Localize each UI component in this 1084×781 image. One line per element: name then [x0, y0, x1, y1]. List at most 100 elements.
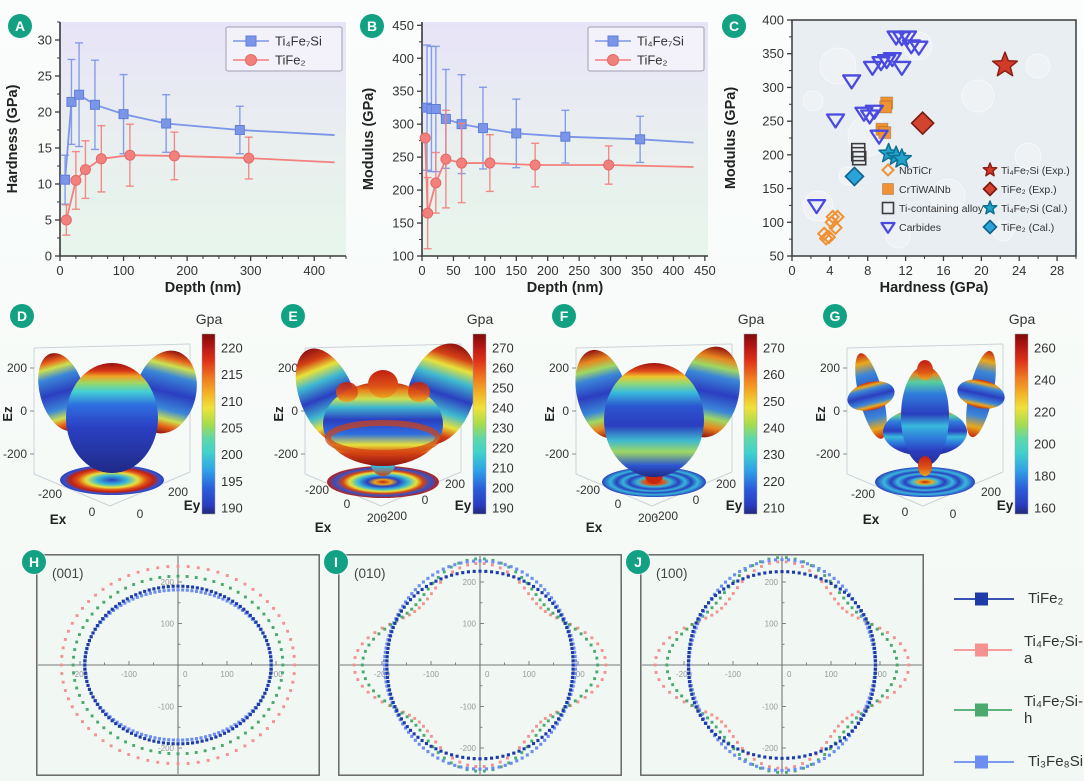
svg-text:150: 150: [505, 263, 527, 278]
svg-text:200: 200: [161, 578, 175, 587]
svg-text:-200: -200: [654, 509, 678, 523]
svg-text:200: 200: [716, 477, 736, 491]
svg-text:210: 210: [763, 501, 785, 516]
svg-text:0: 0: [787, 670, 792, 679]
chart-C-modulus-vs-hardness: 0 4 8 12 16 20 24 28 50 100 150 200 250 300 350 400 Hard…: [723, 13, 1077, 296]
svg-text:250: 250: [392, 150, 414, 165]
row-planar-cuts: H -200 -200 -100 -100 100 100 200 200 0 (001) I -…: [0, 550, 1084, 781]
svg-text:-200: -200: [762, 744, 779, 753]
svg-text:-100: -100: [158, 703, 175, 712]
svg-text:450: 450: [694, 263, 716, 278]
svg-text:NbTiCr: NbTiCr: [899, 165, 932, 177]
panel-F: F 200 0 -200 Ez -200 0 200 -200 0 200 Ex Ey Gpa 270 26…: [542, 298, 813, 546]
legend-item-ti-fe-si: Ti₃Fe₈Si: [952, 753, 1084, 770]
panel-C: C 0 4 8 12 16 20 24 28 50 100 150 200 250 300 350 400 Ha…: [718, 6, 1084, 298]
svg-text:-200: -200: [460, 744, 477, 753]
svg-text:100: 100: [824, 670, 838, 679]
svg-text:190: 190: [221, 501, 243, 516]
legend-item-ti-fe-si-a: Ti₄Fe₇Si-a: [952, 633, 1084, 667]
svg-text:16: 16: [936, 263, 950, 278]
panel-H-badge: H: [22, 550, 46, 574]
svg-text:100: 100: [522, 670, 536, 679]
svg-text:200: 200: [1034, 437, 1056, 452]
svg-text:0: 0: [788, 263, 795, 278]
svg-text:Ez: Ez: [813, 406, 828, 422]
svg-text:Depth (nm): Depth (nm): [165, 280, 242, 296]
legend-label: Ti₄Fe₇Si-a: [1023, 633, 1083, 667]
svg-text:200: 200: [367, 511, 387, 525]
svg-text:200: 200: [981, 485, 1001, 499]
svg-text:TiFe₂: TiFe₂: [637, 53, 668, 68]
svg-text:0: 0: [137, 507, 144, 521]
svg-text:Gpa: Gpa: [467, 311, 494, 327]
svg-text:240: 240: [1034, 373, 1056, 388]
chart-D-elastic-surface: 200 0 -200 Ez -200 0 0 200 Ex Ey Gpa 220 215 210 205 20…: [0, 311, 243, 527]
svg-text:200: 200: [492, 481, 514, 496]
svg-text:Ti₄Fe₇Si: Ti₄Fe₇Si: [275, 34, 322, 49]
svg-text:(001): (001): [52, 566, 84, 581]
svg-text:400: 400: [303, 263, 325, 278]
svg-text:-100: -100: [725, 670, 742, 679]
svg-text:-200: -200: [545, 447, 569, 461]
svg-text:-200: -200: [576, 483, 600, 497]
panel-J-badge: J: [626, 550, 650, 574]
svg-text:260: 260: [492, 361, 514, 376]
svg-text:0: 0: [615, 497, 622, 511]
svg-text:0: 0: [418, 263, 425, 278]
svg-text:Ti₄Fe₇Si (Exp.): Ti₄Fe₇Si (Exp.): [1001, 165, 1070, 177]
svg-text:Carbides: Carbides: [899, 222, 941, 234]
svg-text:Hardness (GPa): Hardness (GPa): [5, 84, 21, 193]
svg-text:50: 50: [446, 263, 460, 278]
chart-B-modulus-vs-depth: 0 50 100 150 200 250 300 350 400 450 100 150 200 250 3…: [361, 18, 716, 296]
svg-text:Ti₄Fe₇Si (Cal.): Ti₄Fe₇Si (Cal.): [1001, 203, 1067, 215]
svg-text:-100: -100: [121, 670, 138, 679]
svg-text:150: 150: [392, 216, 414, 231]
svg-text:400: 400: [663, 263, 685, 278]
legend-hij: TiFe₂ Ti₄Fe₇Si-a Ti₄Fe₇Si-h Ti₃Fe₈Si: [952, 590, 1084, 781]
svg-text:-200: -200: [816, 447, 840, 461]
panel-C-badge: C: [722, 14, 746, 38]
chart-F-elastic-surface: 2000-200Ez-2000200-2000200ExEyGpa2702602…: [542, 311, 785, 535]
svg-text:210: 210: [492, 461, 514, 476]
svg-text:0: 0: [485, 670, 490, 679]
svg-text:-200: -200: [72, 670, 89, 679]
svg-text:100: 100: [161, 620, 175, 629]
svg-text:-100: -100: [460, 703, 477, 712]
svg-text:200: 200: [571, 670, 585, 679]
svg-text:Ex: Ex: [50, 512, 67, 527]
panel-G-badge: G: [823, 304, 847, 328]
svg-text:-100: -100: [762, 703, 779, 712]
svg-text:0: 0: [693, 493, 700, 507]
panel-F-badge: F: [552, 304, 576, 328]
svg-text:100: 100: [392, 249, 414, 264]
svg-text:30: 30: [38, 33, 52, 48]
row-3d-surfaces: D 200 0 -200 Ez -200 0 0 200 Ex Ey Gpa 220 215 210 205…: [0, 298, 1084, 546]
chart-A-hardness-vs-depth: 0 100 200 300 400 0 5 10 15 20 25 30 Depth (nm) Hardn…: [5, 21, 347, 296]
svg-text:8: 8: [864, 263, 871, 278]
legend-label: Ti₄Fe₇Si-h: [1023, 693, 1083, 727]
svg-text:240: 240: [763, 421, 785, 436]
panel-D: D 200 0 -200 Ez -200 0 0 200 Ex Ey Gpa 220 215 210 205…: [0, 298, 271, 546]
svg-text:Gpa: Gpa: [1009, 311, 1036, 327]
svg-text:-200: -200: [158, 744, 175, 753]
chart-J-100-plane: -200 -200 -100 -100 100 100 200 200 0 (100): [640, 554, 924, 776]
svg-text:-200: -200: [38, 487, 62, 501]
svg-text:Modulus (GPa): Modulus (GPa): [723, 87, 739, 189]
svg-text:160: 160: [1034, 501, 1056, 516]
svg-text:270: 270: [763, 341, 785, 356]
chart-G-elastic-surface: 200 0 -200 Ez -200 0 0 200 Ex Ey Gpa 260 240 220 200 18…: [813, 311, 1056, 527]
svg-text:200: 200: [537, 263, 559, 278]
svg-text:200: 200: [7, 361, 27, 375]
svg-text:400: 400: [762, 13, 784, 28]
svg-text:205: 205: [221, 421, 243, 436]
svg-text:200: 200: [873, 670, 887, 679]
svg-text:-200: -200: [676, 670, 693, 679]
legend-item-tife-: TiFe₂: [952, 590, 1084, 607]
svg-text:Ez: Ez: [542, 406, 557, 422]
svg-text:Hardness (GPa): Hardness (GPa): [880, 280, 989, 296]
svg-text:0: 0: [183, 670, 188, 679]
svg-text:100: 100: [220, 670, 234, 679]
panel-A: A 0 100 200 300 400 0 5 10 15 20 25 30 Depth (nm) Har…: [0, 6, 356, 298]
svg-text:TiFe₂ (Exp.): TiFe₂ (Exp.): [1001, 184, 1057, 196]
svg-text:TiFe₂: TiFe₂: [275, 53, 306, 68]
